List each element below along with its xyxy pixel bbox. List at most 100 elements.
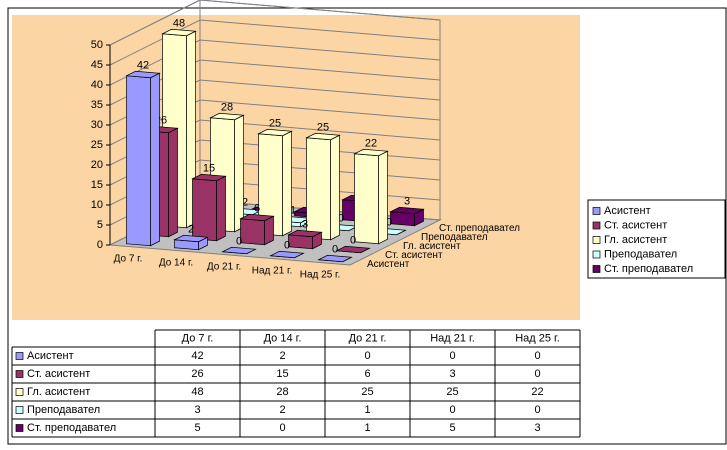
table-cell: 0 — [534, 350, 540, 362]
bar-face — [257, 128, 293, 137]
bar — [239, 213, 275, 246]
depth-label: Ст. преподавател — [439, 223, 520, 234]
bar-face — [126, 75, 151, 247]
bar — [317, 254, 353, 263]
table-cell: 0 — [534, 368, 540, 380]
table-cell: 1 — [364, 404, 370, 416]
bar-face — [239, 213, 275, 222]
bar-face — [287, 229, 323, 238]
data-label: 28 — [221, 101, 233, 113]
bar — [269, 250, 305, 259]
bar — [305, 132, 341, 241]
bar-face — [192, 178, 217, 242]
data-label: 48 — [173, 17, 185, 29]
data-label: 3 — [404, 195, 410, 207]
table-cell: 5 — [194, 422, 200, 434]
y-tick-label: 45 — [91, 59, 103, 71]
legend-label: Ст. асистент — [604, 219, 667, 231]
bar-face — [168, 127, 178, 238]
table-swatch — [15, 370, 24, 378]
bar-face — [161, 28, 197, 37]
data-label: 6 — [254, 202, 260, 214]
bar-face — [216, 175, 226, 242]
data-label: 2 — [242, 196, 248, 208]
legend-swatch — [592, 265, 601, 273]
table-cell: 25 — [361, 386, 373, 398]
table-cell: 6 — [364, 368, 370, 380]
grid-line — [109, 39, 441, 86]
legend-swatch — [592, 221, 601, 230]
table-cell: 0 — [279, 422, 285, 434]
legend-label: Преподавател — [604, 248, 677, 260]
table-cell: 1 — [364, 422, 370, 434]
bar — [257, 128, 293, 237]
bar-face — [150, 72, 160, 247]
data-label: 42 — [137, 59, 149, 71]
x-tick-label: До 7 г. — [114, 254, 143, 265]
data-label: 25 — [269, 117, 281, 129]
table-cell: 0 — [449, 404, 455, 416]
bar — [221, 246, 257, 255]
y-tick-label: 40 — [91, 79, 103, 91]
legend-swatch — [592, 207, 601, 215]
data-label: 22 — [365, 137, 377, 149]
bar-face — [282, 130, 292, 237]
table-swatch — [15, 388, 24, 396]
bar — [173, 234, 209, 251]
grid-line — [109, 0, 441, 46]
data-label: 0 — [236, 235, 242, 247]
bar-face — [173, 234, 209, 243]
bar — [335, 245, 371, 254]
data-label: 0 — [338, 212, 344, 224]
bar-face — [221, 246, 257, 255]
data-label: 0 — [350, 234, 356, 246]
depth-label: Гл. асистент — [403, 241, 461, 252]
bar — [125, 70, 161, 247]
y-tick-label: 30 — [91, 119, 103, 131]
data-label: 0 — [284, 239, 290, 251]
table-cell: 28 — [276, 386, 288, 398]
bar — [191, 173, 227, 242]
table-row-label: Асистент — [27, 350, 74, 362]
bar-face — [240, 218, 265, 246]
bar — [389, 206, 425, 227]
table-header: Над 21 г. — [430, 332, 475, 344]
table-cell: 48 — [191, 386, 203, 398]
bar — [353, 148, 389, 245]
bar-face — [335, 245, 371, 254]
y-tick-label: 10 — [91, 199, 103, 211]
x-tick-label: До 14 г. — [159, 258, 193, 269]
legend-swatch — [592, 236, 601, 244]
legend — [587, 199, 726, 279]
depth-label: Асистент — [367, 259, 410, 270]
depth-label: Преподавател — [421, 232, 488, 243]
table-cell: 3 — [449, 368, 455, 380]
bar-face — [353, 148, 389, 157]
table-cell: 3 — [194, 404, 200, 416]
bar-face — [305, 132, 341, 141]
table-cell: 26 — [191, 368, 203, 380]
table-cell: 15 — [276, 368, 288, 380]
bar-face — [317, 254, 353, 263]
bar-face — [330, 134, 340, 241]
bar-face — [306, 137, 331, 241]
table-cell: 0 — [534, 404, 540, 416]
data-label: 0 — [332, 243, 338, 255]
table-row-label: Ст. преподавател — [27, 422, 116, 434]
y-tick-label: 0 — [97, 239, 103, 251]
legend-label: Гл. асистент — [604, 234, 667, 246]
legend-swatch — [592, 250, 601, 259]
data-label: 1 — [290, 204, 296, 216]
bar-face — [269, 250, 305, 259]
bar-face — [191, 173, 227, 182]
table-cell: 25 — [446, 386, 458, 398]
table-cell: 2 — [279, 350, 285, 362]
table-swatch — [15, 406, 24, 414]
x-tick-label: Над 21 г. — [252, 266, 293, 277]
bar — [287, 229, 323, 250]
x-tick-label: До 21 г. — [207, 262, 241, 273]
y-tick-label: 50 — [91, 39, 103, 51]
bar-face — [389, 206, 425, 215]
bar-face — [390, 211, 415, 227]
